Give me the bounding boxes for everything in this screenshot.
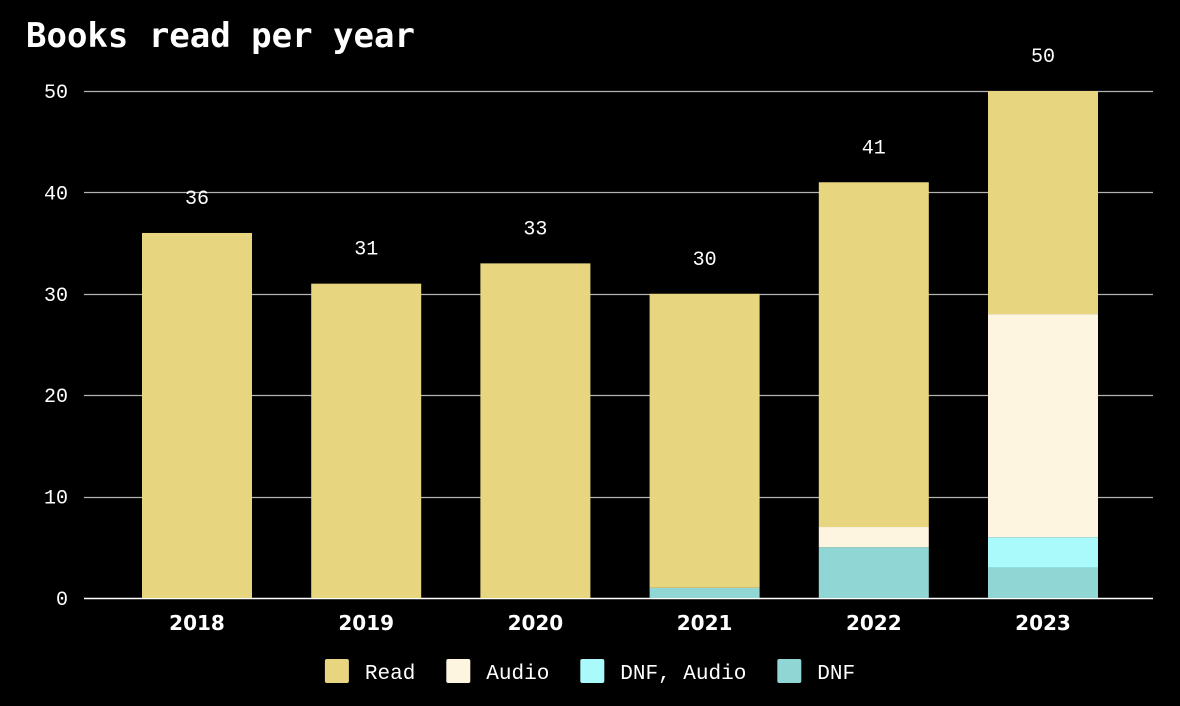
legend-label: Audio — [486, 663, 549, 686]
x-tick-label: 2019 — [338, 611, 394, 635]
y-axis-ticks: 0 10 20 30 40 50 — [44, 82, 68, 612]
gridlines — [84, 90, 1153, 600]
y-tick-label: 50 — [44, 82, 68, 105]
x-tick-label: 2022 — [846, 611, 902, 635]
x-tick-label: 2020 — [508, 611, 564, 635]
legend-swatch — [446, 659, 471, 683]
legend-label: Read — [365, 663, 415, 686]
bar-segment-read — [142, 232, 252, 598]
legend-swatch — [324, 659, 349, 683]
bar-segment-read — [649, 293, 760, 588]
bar-segment-read — [311, 283, 422, 598]
x-tick-label: 2023 — [1015, 611, 1071, 635]
bar-segment-read — [988, 91, 1098, 315]
y-tick-label: 0 — [56, 589, 68, 612]
y-tick-label: 30 — [44, 285, 68, 308]
bar-segment-audio — [988, 314, 1098, 538]
legend-label: DNF — [817, 663, 855, 686]
bar-total-label: 36 — [185, 188, 209, 211]
y-tick-label: 10 — [44, 488, 68, 511]
bar-total-label: 30 — [693, 249, 717, 272]
bar-total-label: 50 — [1031, 46, 1055, 69]
x-tick-label: 2018 — [169, 611, 225, 635]
legend-item: Audio — [446, 659, 549, 686]
legend-swatch — [777, 659, 802, 683]
y-tick-label: 40 — [44, 183, 68, 206]
bar-total-labels: 36 31 33 30 41 50 — [185, 46, 1055, 272]
bar-segment-dnf — [988, 567, 1098, 598]
bars — [142, 91, 1098, 598]
legend-item: DNF — [777, 659, 855, 686]
y-tick-label: 20 — [44, 386, 68, 409]
legend: Read Audio DNF, Audio DNF — [324, 659, 855, 686]
x-axis-ticks: 2018 2019 2020 2021 2022 2023 — [169, 611, 1071, 635]
bar-segment-read — [818, 182, 929, 528]
legend-item: DNF, Audio — [580, 659, 746, 686]
legend-item: Read — [324, 659, 415, 686]
bar-total-label: 41 — [862, 137, 886, 160]
bar-total-label: 33 — [523, 218, 547, 241]
chart-title: Books read per year — [26, 16, 415, 56]
x-tick-label: 2021 — [677, 611, 733, 635]
bar-segment-dnf-audio — [988, 537, 1098, 568]
bar-segment-audio — [818, 527, 929, 548]
bar-total-label: 31 — [354, 239, 378, 262]
legend-label: DNF, Audio — [620, 663, 746, 686]
bar-segment-read — [480, 263, 591, 598]
bar-segment-dnf — [649, 587, 760, 598]
legend-swatch — [580, 659, 605, 683]
bar-segment-dnf — [818, 547, 929, 598]
